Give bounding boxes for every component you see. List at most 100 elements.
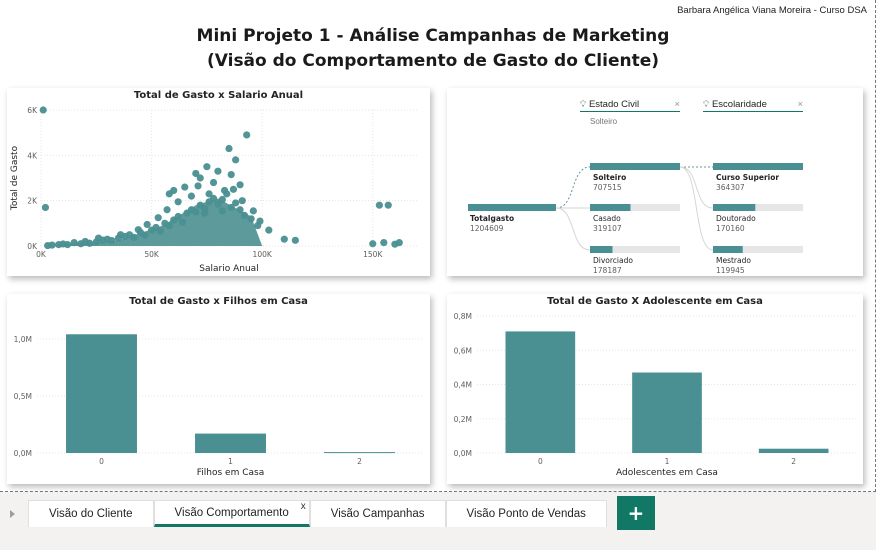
decomp-bar <box>590 163 680 170</box>
decomp-connector <box>679 166 714 251</box>
scatter-chart-title: Total de Gasto x Salario Anual <box>133 90 304 101</box>
scatter-point <box>220 186 229 195</box>
bar <box>324 452 395 454</box>
tab-strip: Visão do Cliente Visão Comportamento x Vi… <box>28 496 655 530</box>
lightbulb-icon: 💡︎ <box>580 99 587 109</box>
bar-chart-adolescentes-card[interactable]: Total de Gasto X Adolescente em Casa 0,0… <box>447 294 863 484</box>
scatter-point <box>256 217 264 225</box>
decomp-connector <box>555 166 591 209</box>
decomp-node-value: 170160 <box>716 224 745 233</box>
close-icon[interactable]: × <box>674 99 680 110</box>
decomp-bar-track <box>713 204 803 211</box>
tab-label: Visão do Cliente <box>49 508 133 520</box>
decomp-bar <box>713 246 743 253</box>
scatter-point <box>238 197 246 205</box>
tab-label: Visão Ponto de Vendas <box>466 508 586 520</box>
scatter-chart-card[interactable]: Total de Gasto x Salario Anual 0K 2K 4K 6K 0… <box>7 88 430 276</box>
decomp-bar <box>590 246 613 253</box>
bar-chart-filhos-card[interactable]: Total de Gasto x Filhos em Casa 0,0M 0,5M… <box>7 294 430 484</box>
filter-estado-civil-label: Estado Civil <box>588 99 640 110</box>
scatter-point <box>218 207 226 215</box>
scatter-point <box>86 239 94 247</box>
scatter-point <box>214 200 222 208</box>
scatter-point <box>291 236 299 244</box>
scatter-point <box>174 212 182 221</box>
filter-estado-civil[interactable]: 💡︎ Estado Civil × <box>580 99 680 112</box>
scatter-point <box>201 209 209 217</box>
tab-visao-campanhas[interactable]: Visão Campanhas <box>309 500 446 527</box>
scatter-point <box>232 199 240 207</box>
decomp-connector <box>679 166 714 209</box>
bar-chart-filhos-title: Total de Gasto x Filhos em Casa <box>129 296 308 307</box>
close-icon[interactable]: × <box>797 99 803 110</box>
y-tick-label: 0,0M <box>454 449 472 458</box>
scatter-point <box>143 220 151 229</box>
scatter-point <box>203 163 211 171</box>
decomp-node-label: Curso Superior <box>716 173 779 182</box>
scatter-point <box>48 241 56 249</box>
filter-escolaridade-label: Escolaridade <box>711 99 767 110</box>
add-page-button[interactable]: + <box>616 496 655 530</box>
decomposition-tree-card[interactable]: Totalgasto 1204609 Solteiro 707515 Casado 319… <box>447 88 863 276</box>
x-tick-label: 0 <box>99 457 104 466</box>
y-tick-label: 0,2M <box>454 415 472 424</box>
decomposition-tree[interactable]: Totalgasto1204609Solteiro707515Casado319… <box>447 88 863 276</box>
y-tick-label: 4K <box>27 151 38 160</box>
close-tab-icon[interactable]: x <box>300 501 306 512</box>
x-axis-title: Adolescentes em Casa <box>616 468 718 478</box>
scatter-point <box>130 233 138 241</box>
scroll-left-arrow-icon[interactable] <box>10 510 15 518</box>
y-tick-label: 1,0M <box>14 335 32 344</box>
scatter-point <box>141 231 149 239</box>
scatter-point <box>240 211 249 219</box>
scatter-point <box>108 236 116 245</box>
scatter-point <box>232 156 240 164</box>
filter-estado-civil-value: Solteiro <box>590 117 618 126</box>
bar-chart-filhos[interactable]: 0,0M 0,5M 1,0M 0 1 2 Filhos em Casa <box>7 294 430 484</box>
scatter-point <box>39 106 47 114</box>
scatter-point <box>192 208 200 216</box>
scatter-point <box>369 240 377 248</box>
page-title: Mini Projeto 1 - Análise Campanhas de Ma… <box>0 24 866 74</box>
bar <box>758 448 829 453</box>
scatter-point <box>134 226 142 234</box>
scatter-point <box>209 194 218 202</box>
bar-chart-adolescentes[interactable]: 0,0M 0,2M 0,4M 0,6M 0,8M 0 1 2 Adolescentes em C… <box>447 294 863 484</box>
y-tick-label: 6K <box>27 106 38 115</box>
tab-visao-comportamento[interactable]: Visão Comportamento x <box>153 500 310 527</box>
y-tick-label: 0,5M <box>14 392 32 401</box>
scatter-point <box>227 171 235 179</box>
tab-visao-cliente[interactable]: Visão do Cliente <box>28 500 154 527</box>
scatter-point <box>395 239 403 247</box>
bar <box>505 331 576 453</box>
page-tab-bar: Visão do Cliente Visão Comportamento x Vi… <box>0 492 876 550</box>
scatter-point <box>178 218 187 226</box>
scatter-point <box>174 198 182 206</box>
scatter-point <box>227 203 235 212</box>
decomp-node-value: 364307 <box>716 183 745 192</box>
scatter-point <box>205 190 213 198</box>
decomp-root-value: 1204609 <box>470 224 504 233</box>
scatter-point <box>380 239 388 247</box>
decomp-node-label: Divorciado <box>593 256 633 265</box>
lightbulb-icon: 💡︎ <box>703 99 710 109</box>
x-tick-label: 50K <box>144 250 160 259</box>
scatter-chart[interactable]: 0K 2K 4K 6K 0K 50K 100K 150K Salario Anual Total … <box>7 88 430 276</box>
y-tick-label: 0,6M <box>454 346 472 355</box>
y-axis-title: Total de Gasto <box>10 145 20 211</box>
x-tick-label: 150K <box>363 250 383 259</box>
report-canvas: Barbara Angélica Viana Moreira - Curso D… <box>0 0 876 492</box>
y-tick-label: 0K <box>27 242 38 251</box>
scatter-point <box>265 226 273 234</box>
tab-visao-ponto-de-vendas[interactable]: Visão Ponto de Vendas <box>445 500 607 527</box>
decomp-bar-track <box>713 246 803 253</box>
scatter-point <box>165 222 173 230</box>
scatter-point <box>63 241 72 249</box>
decomp-connector <box>555 207 591 251</box>
filter-escolaridade[interactable]: 💡︎ Escolaridade × <box>703 99 803 112</box>
scatter-point <box>196 174 204 182</box>
tab-label: Visão Campanhas <box>330 508 425 520</box>
scatter-point <box>214 167 222 175</box>
decomp-root-bar <box>468 204 556 211</box>
y-tick-label: 0,8M <box>454 312 472 321</box>
